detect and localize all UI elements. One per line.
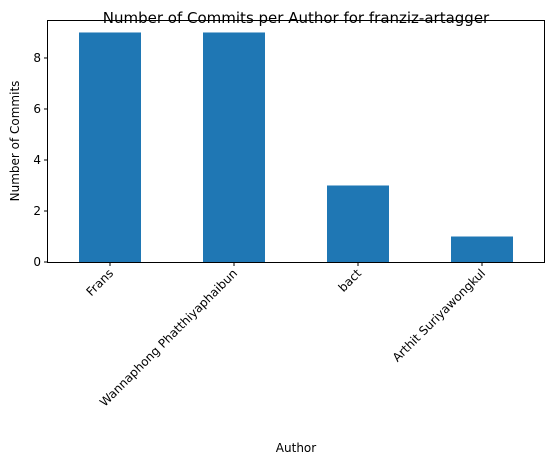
chart-title: Number of Commits per Author for franziz… — [103, 9, 490, 27]
y-tick-label-4: 8 — [33, 51, 41, 65]
bar-3 — [451, 237, 513, 263]
x-tick-label-1: Wannaphong Phatthiyaphaibun — [97, 266, 240, 409]
x-tick-label-0: Frans — [83, 266, 116, 299]
y-axis-ticks: 0 2 4 6 8 — [33, 51, 48, 269]
y-axis-label: Number of Commits — [8, 81, 22, 202]
bar-2 — [327, 185, 389, 262]
bar-1 — [203, 32, 265, 262]
y-tick-label-1: 2 — [33, 204, 41, 218]
x-tick-label-2: bact — [336, 266, 365, 295]
y-tick-label-2: 4 — [33, 153, 41, 167]
bars — [79, 32, 513, 262]
x-axis-label: Author — [276, 441, 316, 455]
x-tick-label-3: Arthit Suriyawongkul — [390, 266, 488, 364]
y-tick-label-0: 0 — [33, 255, 41, 269]
y-tick-label-3: 6 — [33, 102, 41, 116]
bar-0 — [79, 32, 141, 262]
